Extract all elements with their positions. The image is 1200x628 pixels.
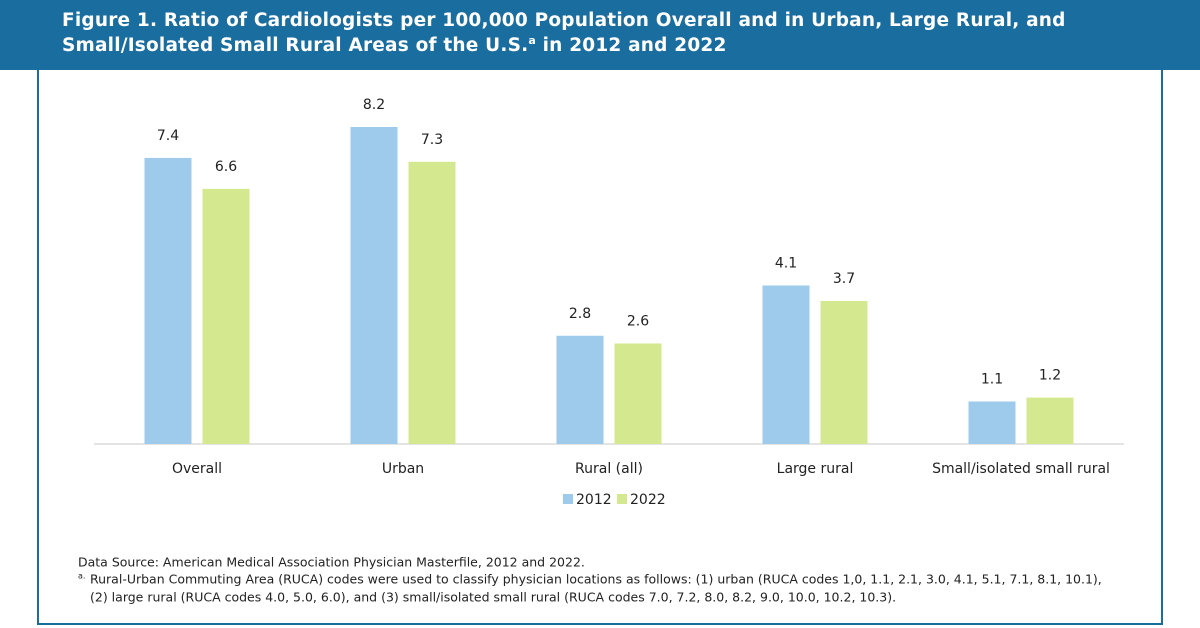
bar: [968, 401, 1016, 444]
value-label: 6.6: [215, 159, 237, 175]
bar: [202, 188, 250, 444]
footnote-line: (2) large rural (RUCA codes 4.0, 5.0, 6.…: [90, 590, 896, 605]
panel: [37, 70, 1163, 625]
value-label: 1.1: [981, 371, 1003, 387]
bar: [820, 300, 868, 444]
value-label: 4.1: [775, 256, 797, 272]
bar: [1026, 397, 1074, 444]
bar: [614, 343, 662, 444]
x-tick-label: Urban: [382, 461, 424, 477]
bar: [408, 161, 456, 445]
legend-label: 2012: [576, 492, 612, 508]
bar: [144, 157, 192, 445]
legend-swatch: [563, 494, 573, 504]
legend-swatch: [617, 494, 627, 504]
title-text: Figure 1. Ratio of Cardiologists per 100…: [62, 10, 1066, 56]
x-tick-label: Overall: [172, 461, 222, 477]
value-label: 1.2: [1039, 368, 1061, 384]
x-tick-label: Rural (all): [575, 461, 643, 477]
x-tick-label: Large rural: [777, 461, 854, 477]
value-label: 2.8: [569, 306, 591, 322]
value-label: 7.4: [157, 128, 179, 144]
title-end: in 2012 and 2022: [536, 35, 727, 56]
bar: [350, 127, 398, 444]
title-superscript: a: [528, 33, 536, 47]
x-tick-label: Small/isolated small rural: [932, 461, 1110, 477]
value-label: 3.7: [833, 271, 855, 287]
legend-label: 2022: [630, 492, 666, 508]
value-label: 8.2: [363, 97, 385, 113]
footnote-line: Rural-Urban Commuting Area (RUCA) codes …: [90, 572, 1102, 587]
bar: [762, 285, 810, 444]
bar: [556, 335, 604, 444]
source-note: Data Source: American Medical Associatio…: [78, 555, 585, 570]
footnote-marker: a.: [78, 572, 85, 581]
value-label: 7.3: [421, 132, 443, 148]
value-label: 2.6: [627, 313, 649, 329]
chart-title: Figure 1. Ratio of Cardiologists per 100…: [0, 0, 1200, 70]
